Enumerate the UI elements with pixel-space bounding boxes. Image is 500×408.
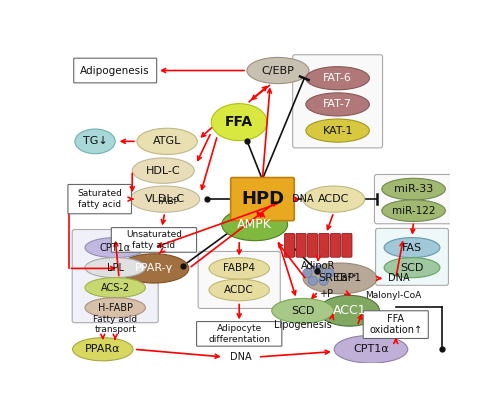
Ellipse shape — [382, 178, 446, 200]
Text: FAS: FAS — [402, 243, 422, 253]
Circle shape — [303, 268, 312, 278]
Text: FABP4: FABP4 — [223, 264, 255, 273]
Text: Saturated
fatty acid: Saturated fatty acid — [78, 189, 122, 209]
FancyBboxPatch shape — [330, 233, 340, 257]
FancyBboxPatch shape — [292, 55, 382, 148]
Text: HPD: HPD — [241, 190, 284, 208]
FancyBboxPatch shape — [342, 233, 352, 257]
FancyBboxPatch shape — [68, 184, 132, 214]
FancyBboxPatch shape — [284, 233, 294, 257]
Text: Malonyl-CoA: Malonyl-CoA — [365, 291, 421, 300]
Ellipse shape — [303, 186, 365, 212]
Text: Adipocyte
differentation: Adipocyte differentation — [208, 324, 270, 344]
Circle shape — [308, 276, 318, 285]
Ellipse shape — [130, 186, 200, 212]
Circle shape — [324, 268, 334, 278]
Text: Ca²⁺: Ca²⁺ — [336, 273, 357, 283]
Text: SREBP1: SREBP1 — [318, 273, 362, 284]
Ellipse shape — [272, 298, 334, 323]
Ellipse shape — [85, 298, 146, 318]
Text: Lipogenesis: Lipogenesis — [274, 319, 332, 330]
FancyBboxPatch shape — [319, 233, 329, 257]
Ellipse shape — [384, 257, 440, 278]
Ellipse shape — [75, 129, 115, 154]
Text: miR-122: miR-122 — [392, 206, 436, 216]
Text: SCD: SCD — [400, 263, 423, 273]
FancyBboxPatch shape — [376, 228, 448, 285]
Text: Adipogenesis: Adipogenesis — [80, 66, 150, 75]
FancyBboxPatch shape — [196, 322, 282, 346]
Text: DNA: DNA — [230, 352, 252, 362]
FancyBboxPatch shape — [198, 251, 280, 308]
Ellipse shape — [119, 254, 189, 283]
Ellipse shape — [72, 338, 133, 361]
FancyBboxPatch shape — [74, 58, 156, 83]
Text: DNA: DNA — [388, 273, 409, 284]
Text: LPL: LPL — [106, 263, 124, 273]
Text: TG↓: TG↓ — [82, 136, 108, 146]
Ellipse shape — [306, 67, 370, 90]
FancyBboxPatch shape — [230, 177, 294, 221]
Text: FFA
oxidation↑: FFA oxidation↑ — [369, 314, 422, 335]
Text: FAT-7: FAT-7 — [323, 100, 352, 109]
FancyBboxPatch shape — [374, 175, 452, 224]
Text: CPT1α: CPT1α — [353, 344, 389, 354]
Ellipse shape — [334, 335, 408, 363]
Text: FAT-6: FAT-6 — [323, 73, 352, 83]
Ellipse shape — [319, 295, 380, 326]
Text: H-FABP: H-FABP — [98, 303, 132, 313]
Ellipse shape — [85, 257, 146, 278]
Text: C/EBP: C/EBP — [262, 66, 294, 75]
FancyBboxPatch shape — [72, 230, 158, 323]
Ellipse shape — [209, 279, 270, 301]
Text: ACDC: ACDC — [224, 285, 254, 295]
Text: PPARα: PPARα — [85, 344, 120, 354]
Text: KAT-1: KAT-1 — [322, 126, 353, 135]
Ellipse shape — [137, 128, 198, 155]
Text: FFA: FFA — [225, 115, 254, 129]
Ellipse shape — [306, 93, 370, 116]
Text: SCD: SCD — [291, 306, 314, 316]
FancyBboxPatch shape — [363, 311, 428, 339]
Text: Fatty acid
transport: Fatty acid transport — [93, 315, 138, 334]
Circle shape — [319, 276, 328, 285]
Text: ACC1: ACC1 — [332, 304, 366, 317]
Text: HDL-C: HDL-C — [146, 166, 180, 175]
Text: ACS-2: ACS-2 — [100, 283, 130, 293]
Circle shape — [314, 265, 323, 275]
Ellipse shape — [85, 237, 146, 257]
Text: VLDL-C: VLDL-C — [144, 194, 185, 204]
Ellipse shape — [306, 119, 370, 142]
Ellipse shape — [212, 104, 267, 141]
Ellipse shape — [384, 237, 440, 257]
Ellipse shape — [85, 278, 146, 298]
Ellipse shape — [247, 58, 309, 84]
FancyBboxPatch shape — [284, 234, 352, 257]
Text: AMPK: AMPK — [238, 218, 272, 231]
Text: ATGL: ATGL — [153, 136, 182, 146]
Text: AdipoR: AdipoR — [301, 261, 336, 271]
FancyBboxPatch shape — [308, 233, 318, 257]
Ellipse shape — [303, 263, 377, 294]
Text: miR-33: miR-33 — [394, 184, 433, 194]
Text: Unsaturated
fatty acid: Unsaturated fatty acid — [126, 230, 182, 250]
Text: FABP: FABP — [157, 197, 179, 206]
Text: PPAR-γ: PPAR-γ — [135, 264, 173, 273]
FancyBboxPatch shape — [112, 228, 196, 252]
Text: CPT1α: CPT1α — [100, 243, 131, 253]
Ellipse shape — [222, 208, 288, 241]
Text: ACDC: ACDC — [318, 194, 350, 204]
FancyBboxPatch shape — [296, 233, 306, 257]
Text: DNA: DNA — [292, 194, 314, 204]
Ellipse shape — [209, 257, 270, 279]
Text: +P: +P — [319, 289, 333, 299]
Ellipse shape — [132, 158, 194, 183]
Ellipse shape — [382, 200, 446, 222]
